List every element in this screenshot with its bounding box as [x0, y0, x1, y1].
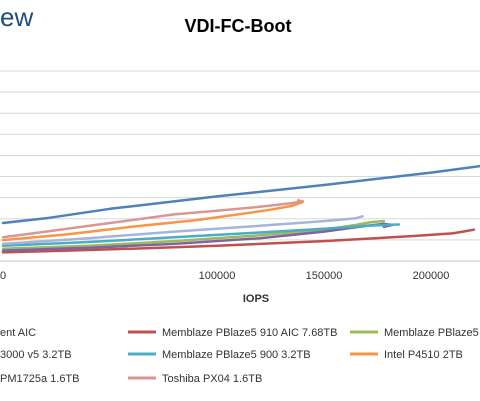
legend-entry: Memblaze PBlaze5: [384, 327, 479, 339]
series-line: [1, 199, 304, 239]
legend: ent AIC Memblaze PBlaze5 910 AIC 7.68TB Me…: [0, 327, 479, 385]
x-tick-label: 200000: [413, 270, 450, 282]
legend-entry: ent AIC: [0, 327, 36, 339]
x-tick-label: 150000: [306, 270, 343, 282]
series-lines: [1, 164, 480, 254]
legend-entry: Intel P4510 2TB: [384, 349, 463, 361]
x-axis-label: IOPS: [243, 293, 269, 305]
series-line: [1, 223, 401, 248]
series-line: [1, 164, 480, 225]
legend-entry: PM1725a 1.6TB: [0, 373, 80, 385]
series-line: [1, 198, 304, 242]
chart-title: VDI-FC-Boot: [185, 16, 292, 36]
x-axis-ticks: 0100000150000200000250000: [0, 270, 450, 282]
x-tick-label: 100000: [199, 270, 236, 282]
series-line: [1, 215, 364, 246]
series-line: [1, 219, 386, 250]
legend-entry: 3000 v5 3.2TB: [0, 349, 72, 361]
legend-entry: Memblaze PBlaze5 910 AIC 7.68TB: [162, 327, 337, 339]
legend-entry: Toshiba PX04 1.6TB: [162, 373, 262, 385]
brand-logo-text: ew: [0, 2, 34, 32]
series-line: [1, 228, 476, 254]
x-tick-label: 0: [0, 270, 6, 282]
legend-entry: Memblaze PBlaze5 900 3.2TB: [162, 349, 311, 361]
